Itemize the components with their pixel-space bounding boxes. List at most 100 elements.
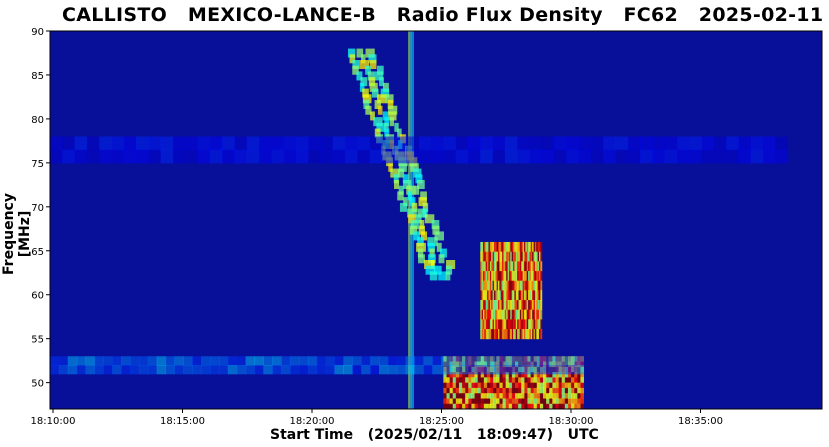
burst-cell — [445, 271, 451, 281]
heat-cell — [750, 136, 764, 151]
spectrogram-heatmap — [50, 31, 822, 410]
heat-cell — [361, 356, 371, 366]
heat-cell — [508, 309, 511, 320]
heat-cell — [519, 241, 522, 253]
heat-cell — [485, 356, 496, 366]
heat-cell — [506, 241, 509, 253]
heat-cell — [498, 299, 500, 311]
heat-cell — [307, 365, 318, 375]
burst-cell — [373, 71, 384, 81]
heat-cell — [482, 299, 485, 311]
heat-cell — [458, 372, 463, 378]
burst-cell — [363, 100, 370, 110]
heat-cell — [165, 356, 175, 366]
heat-cell — [485, 261, 488, 272]
heat-cell — [432, 356, 442, 366]
heat-cell — [522, 270, 525, 282]
heat-cell — [492, 299, 495, 311]
heat-cell — [502, 319, 504, 330]
heat-cell — [480, 299, 483, 311]
heat-cell — [136, 149, 149, 164]
burst-cell — [415, 214, 422, 224]
heat-cell — [74, 136, 88, 151]
burst-cell — [427, 237, 434, 247]
heat-cell — [474, 398, 479, 405]
heat-cell — [468, 398, 472, 405]
heat-cell — [512, 356, 522, 366]
heat-cell — [499, 393, 504, 399]
heat-cell — [518, 299, 521, 311]
heat-cell — [529, 270, 532, 282]
heat-cell — [246, 136, 260, 151]
x-tick-label: 18:30:00 — [549, 416, 594, 427]
heat-cell — [343, 365, 353, 375]
heat-cell — [446, 382, 451, 389]
heat-cell — [541, 149, 555, 164]
heat-cell — [525, 261, 528, 272]
heat-cell — [526, 299, 529, 311]
heat-cell — [263, 365, 273, 375]
heat-cell — [533, 329, 536, 340]
heat-cell — [529, 149, 543, 164]
heat-cell — [263, 356, 273, 366]
heat-cell — [476, 365, 487, 375]
heat-cell — [511, 393, 516, 399]
heat-cell — [508, 377, 513, 384]
heat-cell — [345, 136, 358, 151]
heat-cell — [561, 382, 566, 389]
heat-cell — [627, 149, 641, 164]
heat-cell — [487, 251, 489, 262]
burst-cell — [403, 180, 412, 190]
heat-cell — [487, 329, 489, 340]
heat-cell — [484, 309, 487, 320]
heat-cell — [513, 329, 515, 340]
heat-cell — [462, 403, 466, 410]
heat-cell — [539, 398, 544, 405]
heat-cell — [529, 280, 532, 291]
heat-cell — [474, 377, 479, 384]
heat-cell — [510, 290, 513, 301]
heat-cell — [462, 393, 466, 399]
heat-cell — [443, 136, 457, 151]
heat-cell — [534, 261, 537, 272]
heat-cell — [471, 377, 476, 384]
heat-cell — [505, 398, 510, 405]
heat-cell — [361, 365, 371, 375]
heat-cell — [522, 280, 525, 291]
heat-cell — [490, 393, 494, 399]
heat-cell — [539, 377, 544, 384]
burst-cell — [439, 248, 447, 258]
heat-cell — [564, 377, 569, 384]
heat-cell — [455, 149, 469, 164]
heat-cell — [503, 261, 506, 272]
burst-cell — [382, 111, 389, 121]
heat-cell — [485, 329, 488, 340]
heat-cell — [234, 136, 248, 151]
heat-cell — [504, 136, 518, 151]
burst-cell — [422, 202, 429, 212]
heat-cell — [480, 319, 483, 330]
heat-cell — [112, 356, 122, 366]
heat-cell — [455, 382, 460, 389]
heat-cell — [523, 329, 526, 340]
heat-cell — [488, 241, 491, 253]
heat-cell — [536, 393, 541, 399]
heat-cell — [555, 377, 560, 384]
heat-cell — [499, 329, 502, 340]
heat-cell — [496, 251, 499, 262]
heat-cell — [462, 398, 466, 405]
burst-cell — [388, 162, 393, 172]
heat-cell — [498, 270, 500, 282]
heat-cell — [738, 149, 752, 164]
heat-cell — [480, 261, 483, 272]
heat-cell — [471, 387, 476, 394]
heat-cell — [533, 309, 536, 320]
heat-cell — [603, 149, 616, 164]
heat-cell — [530, 251, 533, 262]
heat-cell — [431, 136, 444, 151]
heat-cell — [530, 241, 533, 253]
heat-cell — [556, 356, 567, 366]
heat-cell — [489, 270, 492, 282]
heat-cell — [465, 372, 469, 378]
heat-cell — [62, 149, 76, 164]
